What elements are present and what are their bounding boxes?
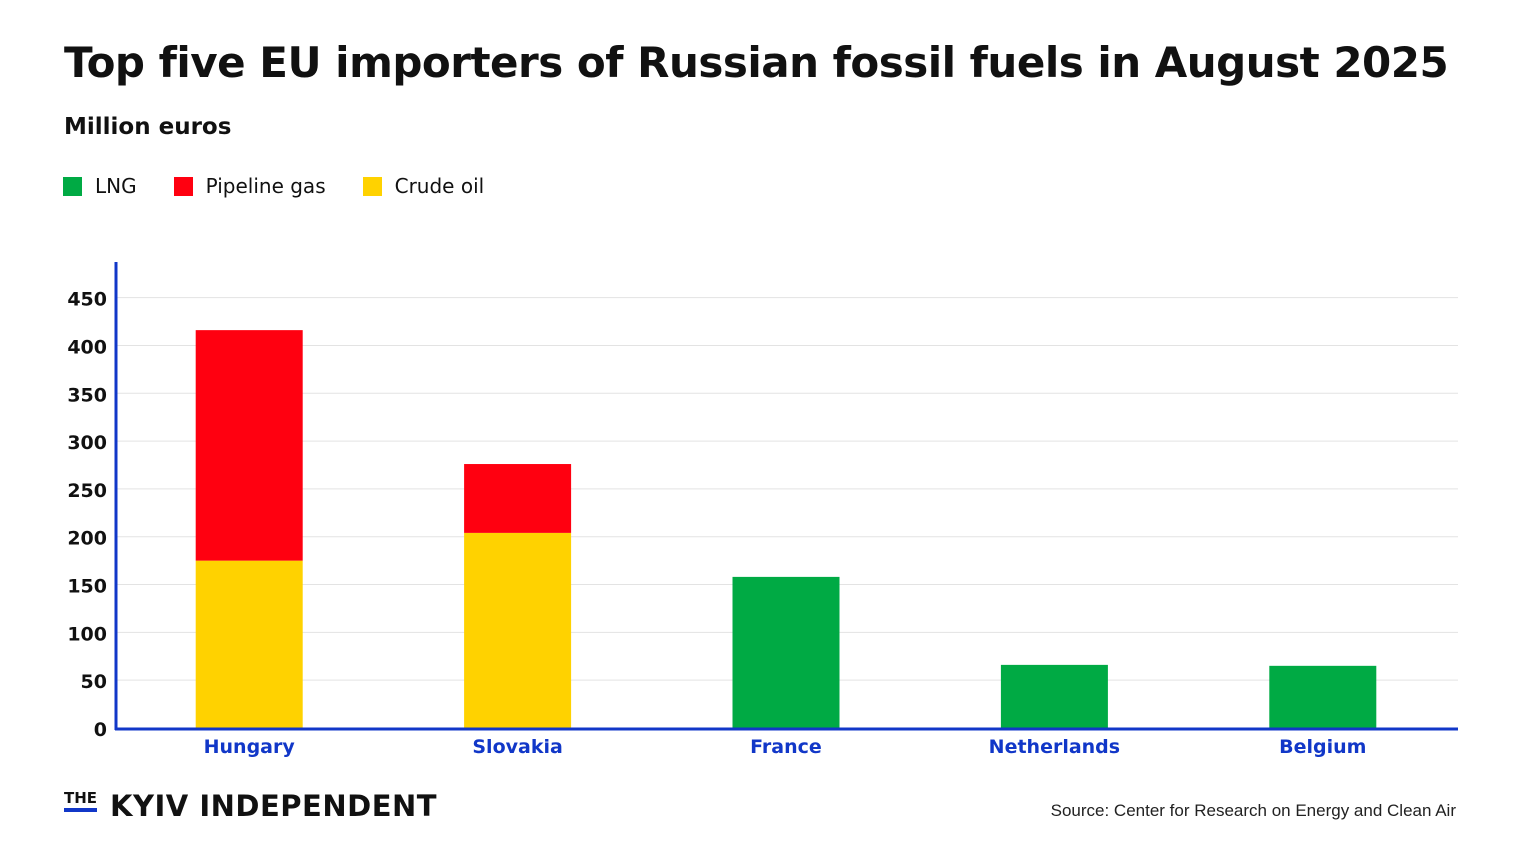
publisher-logo-prefix: THE — [64, 790, 98, 812]
y-tick-label: 100 — [67, 623, 107, 645]
bar-crude-oil — [195, 560, 303, 728]
y-tick-label: 0 — [94, 719, 107, 741]
y-tick-label: 250 — [67, 480, 107, 502]
y-tick-label: 350 — [67, 384, 107, 406]
publisher-logo-name: KYIV INDEPENDENT — [110, 789, 438, 823]
x-tick-label: Belgium — [1279, 736, 1366, 758]
bar-lng — [1000, 664, 1108, 728]
x-tick-label: Netherlands — [989, 736, 1120, 758]
legend-label-pipeline-gas: Pipeline gas — [205, 174, 326, 198]
x-tick-label: Hungary — [204, 736, 296, 758]
y-tick-label: 300 — [67, 432, 107, 454]
y-tick-label: 450 — [67, 289, 107, 311]
bar-pipeline-gas — [195, 330, 303, 561]
y-tick-label: 200 — [67, 528, 107, 550]
legend-swatch-pipeline-gas — [173, 176, 193, 196]
x-tick-label: Slovakia — [472, 736, 562, 758]
source-note: Source: Center for Research on Energy an… — [1050, 801, 1456, 820]
legend-item-crude-oil: Crude oil — [362, 174, 485, 198]
legend-swatch-lng — [63, 176, 82, 196]
legend-item-lng: LNG — [63, 174, 137, 198]
legend-item-pipeline-gas: Pipeline gas — [173, 174, 326, 198]
legend-swatch-crude-oil — [362, 176, 382, 196]
y-tick-label: 150 — [67, 576, 107, 598]
chart-title: Top five EU importers of Russian fossil … — [64, 38, 1449, 87]
publisher-logo: THE KYIV INDEPENDENT — [64, 790, 437, 822]
x-tick-label: France — [750, 736, 822, 758]
bar-lng — [1269, 665, 1377, 728]
bar-pipeline-gas — [464, 464, 572, 533]
chart-subtitle: Million euros — [64, 114, 232, 140]
bar-lng — [732, 576, 840, 728]
legend-label-lng: LNG — [95, 174, 137, 198]
bar-crude-oil — [464, 532, 572, 728]
y-tick-label: 50 — [81, 671, 107, 693]
legend: LNG Pipeline gas Crude oil — [63, 174, 484, 198]
legend-label-crude-oil: Crude oil — [394, 174, 485, 198]
y-tick-label: 400 — [67, 336, 107, 358]
